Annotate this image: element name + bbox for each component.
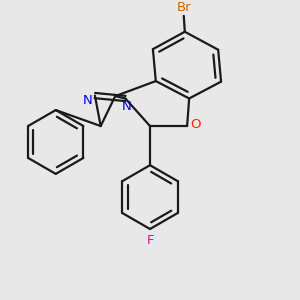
Text: N: N — [122, 100, 132, 113]
Text: Br: Br — [176, 1, 191, 14]
Text: O: O — [190, 118, 201, 131]
Text: N: N — [83, 94, 92, 107]
Text: F: F — [146, 233, 154, 247]
